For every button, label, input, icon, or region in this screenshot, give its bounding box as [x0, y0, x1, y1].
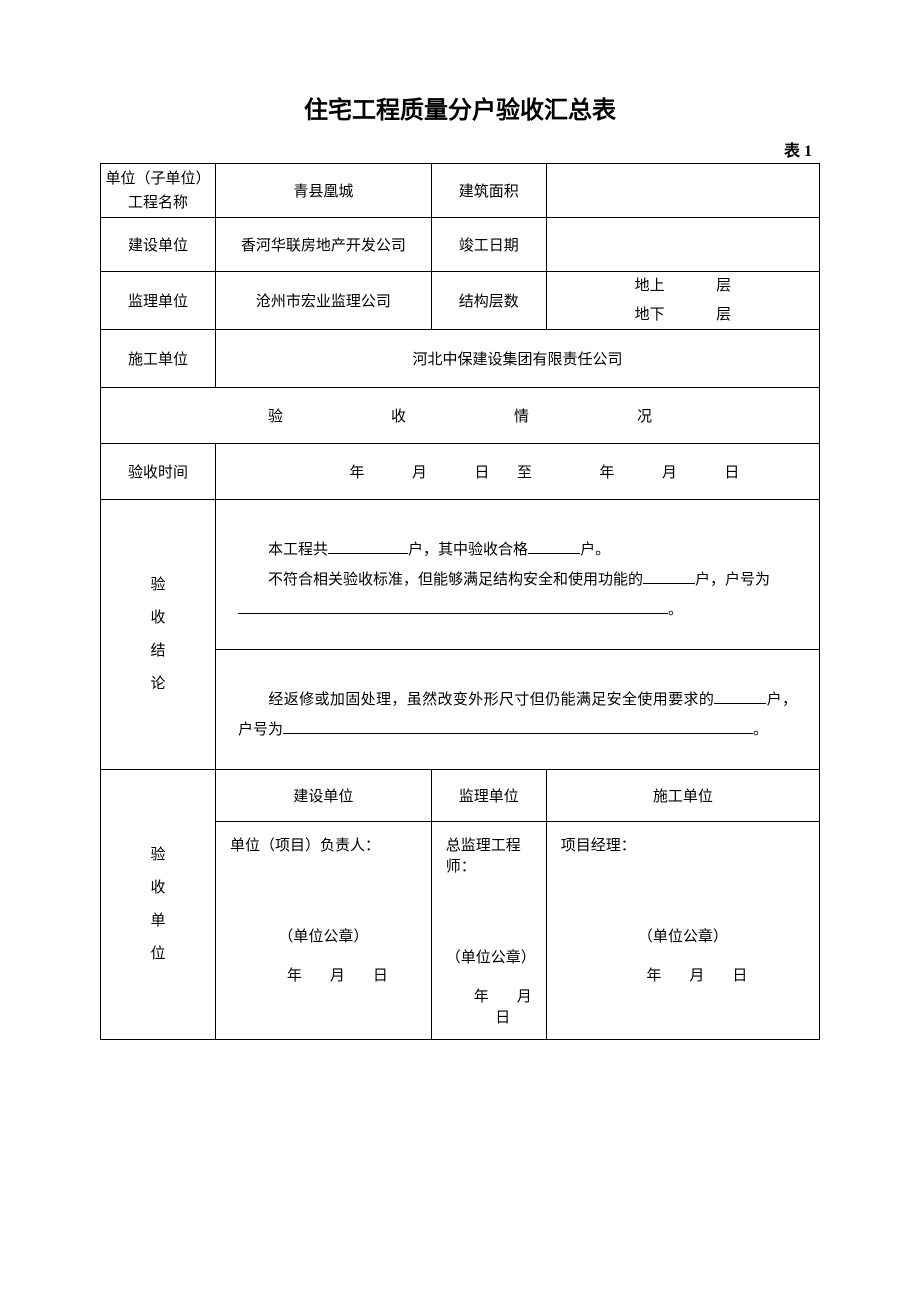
- section-header: 验 收 情 况: [101, 388, 820, 444]
- value-struct-floors: 地上 层 地下 层: [546, 272, 819, 330]
- value-completion-date: [546, 218, 819, 272]
- table-row: 监理单位 沧州市宏业监理公司 结构层数 地上 层 地下 层: [101, 272, 820, 330]
- value-building-area: [546, 164, 819, 218]
- value-developer: 香河华联房地产开发公司: [216, 218, 432, 272]
- sig-sup-m: 月: [517, 989, 532, 1005]
- stamp-con: （单位公章）: [561, 925, 805, 946]
- conc-p1-a: 本工程共: [268, 542, 328, 558]
- sig-sup-d: 日: [495, 1010, 510, 1026]
- sig-sup-y: 年: [474, 989, 489, 1005]
- sig-supervisor: 总监理工程师： （单位公章） 年 月日: [431, 822, 546, 1040]
- date-m1: 月: [412, 465, 427, 481]
- table-row: 施工单位 河北中保建设集团有限责任公司: [101, 330, 820, 388]
- blank-repair-units: [714, 689, 766, 703]
- label-floor-unit-1: 层: [716, 278, 731, 294]
- label-completion-date: 竣工日期: [431, 218, 546, 272]
- table-row: 建设单位 香河华联房地产开发公司 竣工日期: [101, 218, 820, 272]
- conc-p1-c: 户。: [580, 542, 610, 558]
- value-accept-time: 年 月 日 至 年 月 日: [216, 444, 820, 500]
- blank-unit-numbers-1: [238, 599, 668, 613]
- col-supervisor: 监理单位: [431, 770, 546, 822]
- blank-pass-units: [528, 539, 580, 553]
- stamp-sup: （单位公章）: [446, 946, 532, 967]
- conc-p3-c: 。: [753, 722, 768, 738]
- blank-nonconform-units: [643, 569, 695, 583]
- col-developer: 建设单位: [216, 770, 432, 822]
- blank-total-units: [328, 539, 408, 553]
- label-floor-unit-2: 层: [716, 307, 731, 323]
- sig-con-y: 年: [646, 968, 661, 984]
- label-building-area: 建筑面积: [431, 164, 546, 218]
- label-struct-floors: 结构层数: [431, 272, 546, 330]
- stamp-dev: （单位公章）: [230, 925, 417, 946]
- blank-unit-numbers-2: [283, 719, 753, 733]
- conc-p1-b: 户，其中验收合格: [408, 542, 528, 558]
- label-developer: 建设单位: [101, 218, 216, 272]
- label-below: 地下: [635, 307, 665, 323]
- table-row: 单位（子单位）工程名称 青县凰城 建筑面积: [101, 164, 820, 218]
- date-y2: 年: [599, 465, 614, 481]
- date-y1: 年: [349, 465, 364, 481]
- date-to: 至: [517, 465, 532, 481]
- role-con: 项目经理：: [561, 834, 805, 855]
- sig-developer: 单位（项目）负责人： （单位公章） 年 月 日: [216, 822, 432, 1040]
- label-above: 地上: [635, 278, 665, 294]
- page-title: 住宅工程质量分户验收汇总表: [100, 90, 820, 125]
- label-accept-units: 验收单位: [101, 770, 216, 1040]
- table-number: 表 1: [100, 137, 820, 161]
- label-project-name: 单位（子单位）工程名称: [101, 164, 216, 218]
- col-contractor: 施工单位: [546, 770, 819, 822]
- conclusion-p2: 经返修或加固处理，虽然改变外形尺寸但仍能满足安全使用要求的户，户号为。: [216, 650, 820, 770]
- conc-p2-a: 不符合相关验收标准，但能够满足结构安全和使用功能的: [268, 572, 643, 588]
- sig-con-m: 月: [689, 968, 704, 984]
- label-conclusion: 验收结论: [101, 500, 216, 770]
- date-d1: 日: [474, 465, 489, 481]
- conc-p2-c: 。: [668, 602, 683, 618]
- table-row: 验收结论 本工程共户，其中验收合格户。 不符合相关验收标准，但能够满足结构安全和…: [101, 500, 820, 650]
- conc-p2-b: 户，户号为: [695, 572, 770, 588]
- sig-dev-y: 年: [287, 968, 302, 984]
- role-dev: 单位（项目）负责人：: [230, 834, 417, 855]
- table-row: 验收单位 建设单位 监理单位 施工单位: [101, 770, 820, 822]
- sig-dev-d: 日: [373, 968, 388, 984]
- acceptance-summary-table: 单位（子单位）工程名称 青县凰城 建筑面积 建设单位 香河华联房地产开发公司 竣…: [100, 163, 820, 1040]
- conc-p3-a: 经返修或加固处理，虽然改变外形尺寸但仍能满足安全使用要求的: [268, 692, 714, 708]
- sig-contractor: 项目经理： （单位公章） 年 月 日: [546, 822, 819, 1040]
- sig-con-d: 日: [732, 968, 747, 984]
- conclusion-p1: 本工程共 户，其中验收合格 户。 不符合相关验收标准，但能够满足结构安全和使用功能的…: [216, 500, 820, 650]
- table-row: 验收时间 年 月 日 至 年 月 日: [101, 444, 820, 500]
- label-contractor: 施工单位: [101, 330, 216, 388]
- sig-dev-m: 月: [330, 968, 345, 984]
- role-sup: 总监理工程师：: [446, 834, 532, 876]
- value-supervisor: 沧州市宏业监理公司: [216, 272, 432, 330]
- value-project-name: 青县凰城: [216, 164, 432, 218]
- table-row: 验 收 情 况: [101, 388, 820, 444]
- date-m2: 月: [662, 465, 677, 481]
- label-supervisor: 监理单位: [101, 272, 216, 330]
- date-d2: 日: [724, 465, 739, 481]
- value-contractor: 河北中保建设集团有限责任公司: [216, 330, 820, 388]
- label-accept-time: 验收时间: [101, 444, 216, 500]
